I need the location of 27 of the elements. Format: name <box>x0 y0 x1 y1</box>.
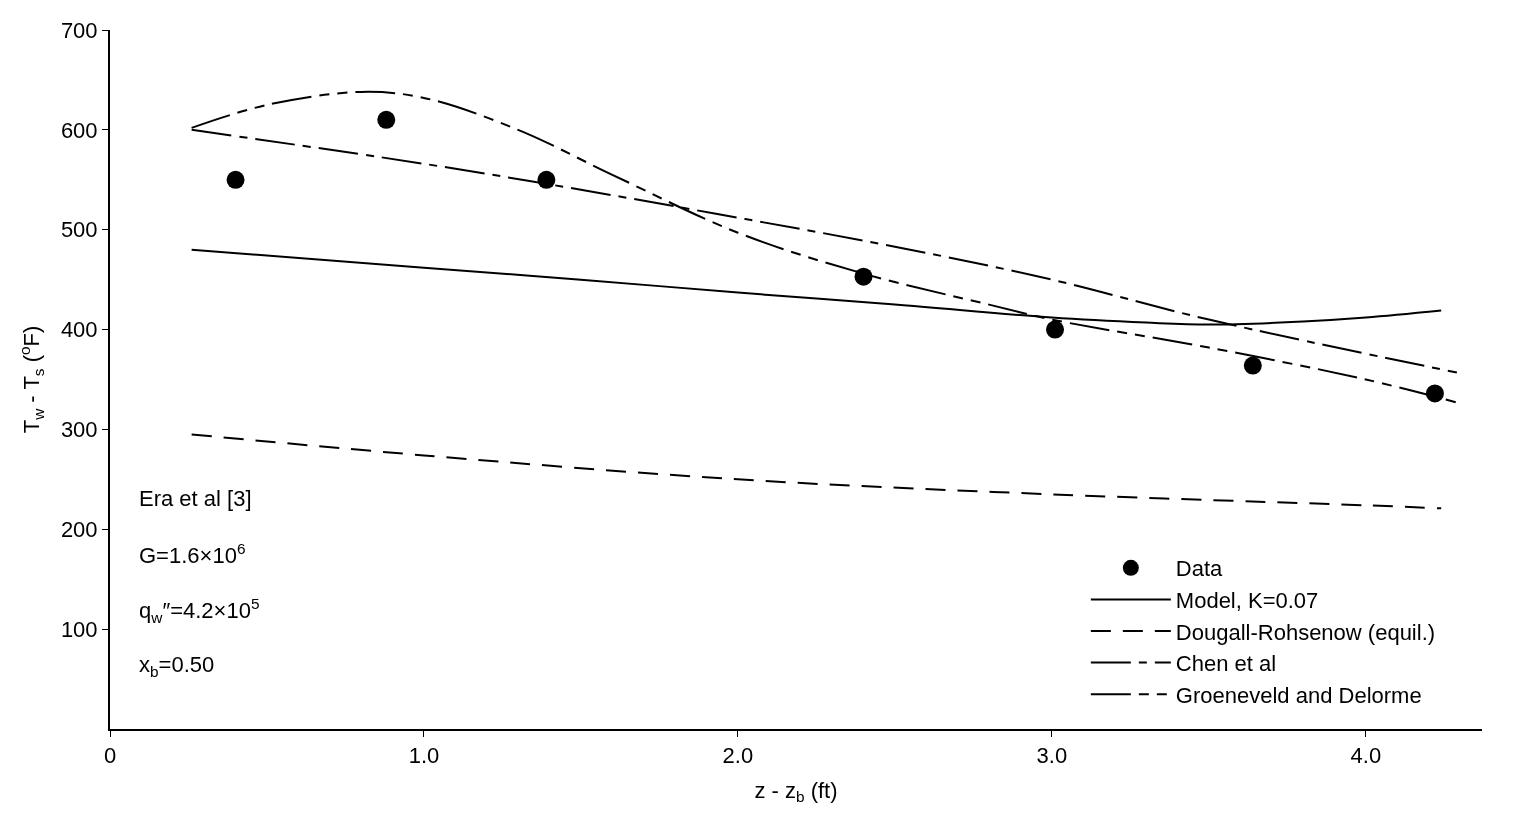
y-tick-label: 200 <box>60 516 98 542</box>
annotation: Era et al [3] <box>139 486 252 511</box>
point <box>1046 320 1065 339</box>
x-tick-label: 3.0 <box>1036 743 1068 769</box>
annotation: G=1.6×10$^{6}$ <box>139 540 246 569</box>
legend-label: Model, K=0.07 <box>1175 588 1319 613</box>
legend-label: Data <box>1175 556 1224 582</box>
point <box>1243 356 1262 375</box>
legend-label: Dougall-Rohsenow (equil.) <box>1175 619 1436 645</box>
y-tick-label: 300 <box>60 417 98 443</box>
y-tick-label: 600 <box>60 117 98 143</box>
x-axis-title: z - z$_{b}$ (ft) <box>754 777 838 806</box>
annotation: x$_{b}$=0.50 <box>139 652 215 680</box>
point <box>537 170 556 189</box>
x-tick-label: 1.0 <box>408 743 440 769</box>
x-tick-label: 4.0 <box>1350 743 1382 769</box>
point <box>377 110 396 129</box>
y-tick-label: 400 <box>60 317 98 343</box>
y-tick-label: 500 <box>60 217 98 243</box>
y-tick-label: 100 <box>60 616 98 642</box>
annotation: q$_{w}$″=4.2×10$^{5}$ <box>139 595 260 626</box>
legend-label: Chen et al <box>1175 651 1277 677</box>
x-tick-label: 2.0 <box>722 743 754 769</box>
legend-label: Groeneveld and Delorme <box>1175 682 1422 708</box>
y-tick-label: 700 <box>60 17 98 43</box>
x-tick-label: 0 <box>103 743 117 769</box>
point <box>226 170 245 189</box>
